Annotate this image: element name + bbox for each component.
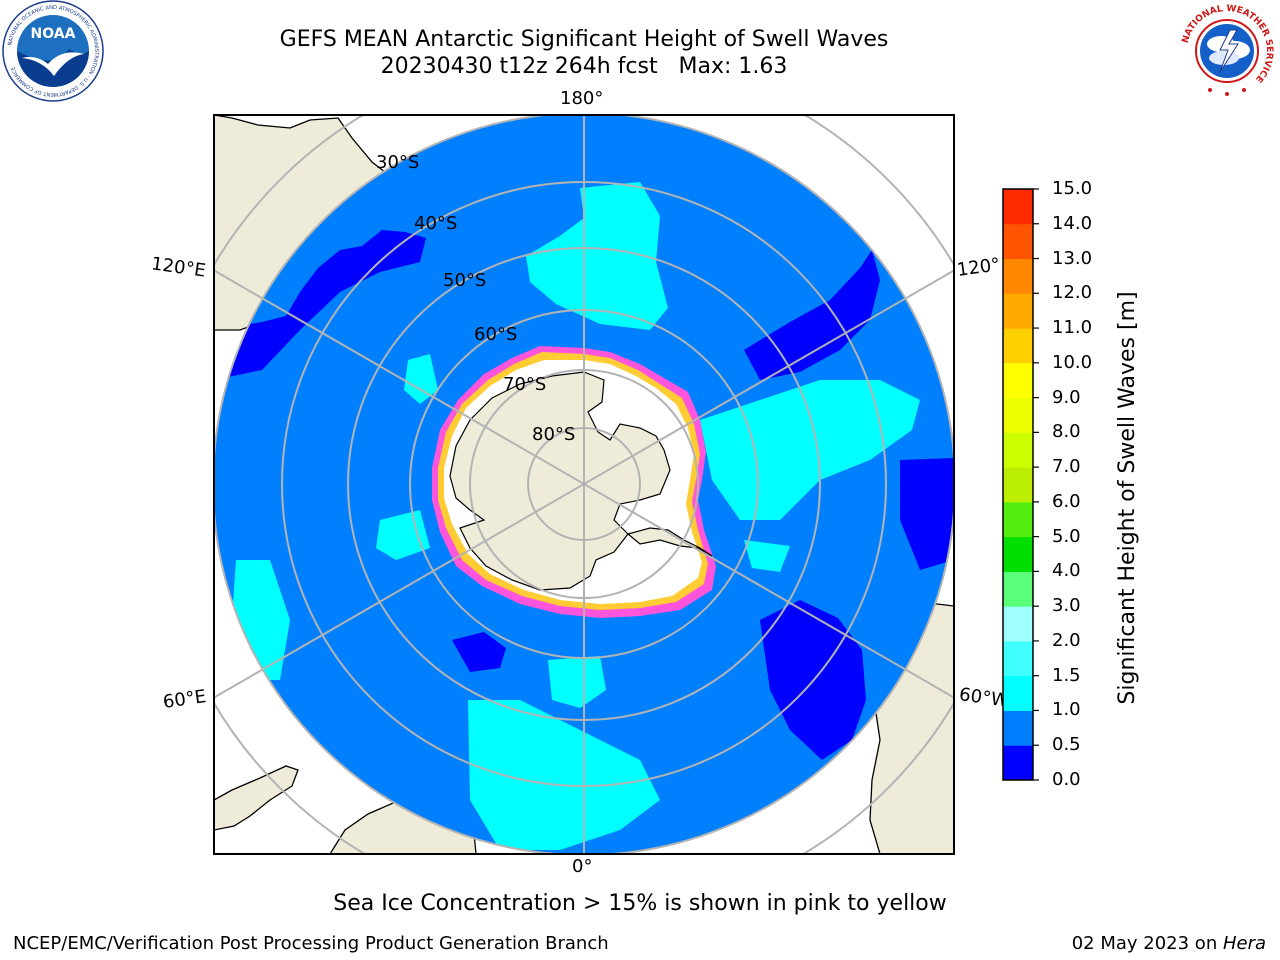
sea-ice-note: Sea Ice Concentration > 15% is shown in … [333, 891, 947, 916]
colorbar-segment [1003, 571, 1033, 607]
lat-label-60s: 60°S [474, 324, 518, 345]
swell-1-1p5m [232, 182, 920, 850]
nws-logo: NATIONAL WEATHER SERVICE [1177, 1, 1277, 101]
colorbar-segment [1003, 675, 1033, 711]
colorbar-tick-label: 13.0 [1052, 247, 1093, 269]
noaa-logo: NATIONAL OCEANIC AND ATMOSPHERIC ADMINIS… [2, 0, 104, 102]
colorbar-tick-label: 4.0 [1052, 560, 1081, 582]
map-frame [213, 114, 955, 855]
graticule [214, 115, 954, 854]
lon-label-bottom: 0° [572, 856, 593, 877]
madagascar-land [214, 765, 299, 831]
colorbar-tick-label: 1.0 [1052, 699, 1081, 721]
colorbar-tick-label: 0.0 [1052, 769, 1081, 790]
colorbar-segment [1003, 640, 1033, 677]
lat-label-70s: 70°S [503, 374, 547, 395]
colorbar-segment [1003, 293, 1033, 329]
colorbar-tick-label: 15.0 [1052, 178, 1093, 199]
lat-label-30s: 30°S [376, 152, 420, 173]
colorbar-segment [1003, 432, 1033, 468]
colorbar-tick-label: 6.0 [1052, 490, 1081, 512]
colorbar-tick-label: 14.0 [1052, 212, 1093, 234]
colorbar-segment [1003, 328, 1033, 364]
meridian-60e-120w [214, 269, 954, 699]
lat-label-40s: 40°S [414, 214, 458, 234]
colorbar-segment [1003, 536, 1033, 572]
lon-label-top: 180° [560, 88, 604, 109]
colorbar-tick-label: 3.0 [1052, 595, 1081, 617]
colorbar-tick-label: 11.0 [1052, 317, 1093, 339]
footer-credit: NCEP/EMC/Verification Post Processing Pr… [13, 933, 609, 954]
colorbar-segment [1003, 362, 1033, 399]
colorbar-tick-label: 2.0 [1052, 629, 1081, 651]
map-area [214, 115, 954, 854]
plot-subtitle: 20230430 t12z 264h fcst Max: 1.63 [380, 54, 788, 79]
colorbar-tick-label: 12.0 [1052, 282, 1093, 304]
colorbar-segment [1003, 258, 1033, 294]
colorbar-segment [1003, 397, 1033, 433]
colorbar-segment [1003, 606, 1033, 642]
plot-title: GEFS MEAN Antarctic Significant Height o… [279, 27, 889, 52]
colorbar-tick-label: 8.0 [1052, 421, 1081, 443]
colorbar-tick-label: 1.5 [1052, 664, 1081, 686]
colorbar-segment [1003, 189, 1033, 225]
footer-date: 02 May 2023 on Hera [1072, 933, 1266, 955]
colorbar-segment [1003, 223, 1033, 260]
colorbar-tick-label: 7.0 [1052, 456, 1081, 478]
colorbar-tick-label: 0.5 [1052, 734, 1081, 756]
footer-date-text: 02 May 2023 on [1071, 933, 1223, 954]
colorbar-label: Significant Height of Swell Waves [m] [1115, 291, 1140, 705]
colorbar-segment [1003, 745, 1033, 781]
colorbar-segment [1003, 710, 1033, 746]
colorbar-frame [1002, 188, 1034, 781]
colorbar-tick-label: 5.0 [1052, 525, 1081, 547]
colorbar [1002, 188, 1039, 781]
lat-label-80s: 80°S [532, 424, 576, 445]
colorbar-segment [1003, 467, 1033, 503]
colorbar-segment [1003, 501, 1033, 538]
antarctica-land [449, 371, 671, 591]
colorbar-tick-label: 10.0 [1052, 351, 1093, 373]
lat-label-50s: 50°S [443, 270, 487, 291]
colorbar-tick-label: 9.0 [1052, 386, 1081, 408]
noaa-logo-text: NOAA [31, 26, 76, 42]
footer-machine: Hera [1222, 933, 1266, 954]
